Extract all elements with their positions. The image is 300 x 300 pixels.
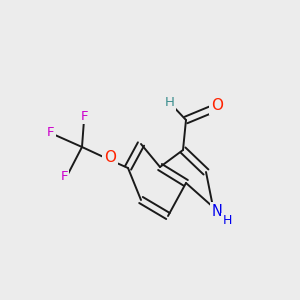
Text: H: H <box>222 214 232 227</box>
Text: H: H <box>165 97 175 110</box>
Text: O: O <box>211 98 223 113</box>
Text: F: F <box>81 110 89 122</box>
Text: F: F <box>60 169 68 182</box>
Text: O: O <box>104 149 116 164</box>
Text: N: N <box>212 203 222 218</box>
Text: F: F <box>47 127 55 140</box>
